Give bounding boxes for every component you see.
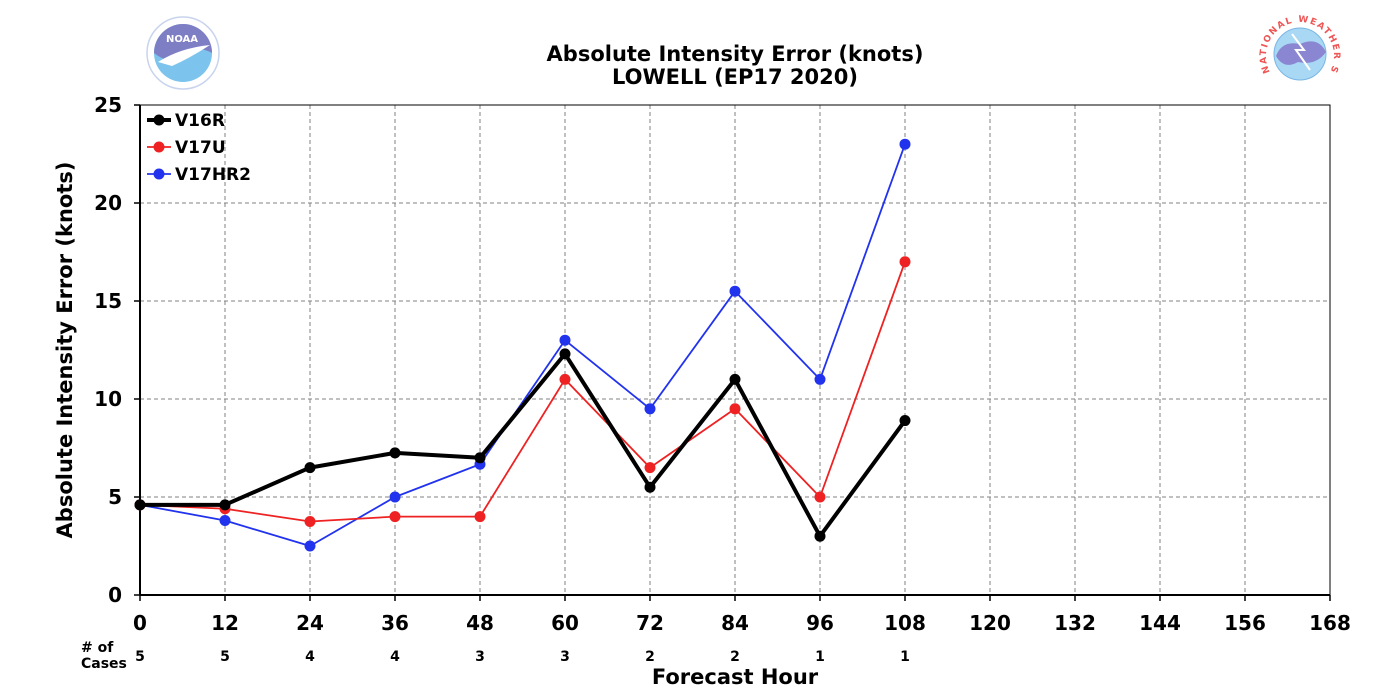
- y-tick-label: 20: [94, 191, 122, 215]
- series-line-v17u: [139, 261, 906, 523]
- y-tick-label: 25: [94, 93, 122, 117]
- data-point-v16r: [304, 462, 316, 474]
- x-tick-label: 108: [884, 611, 926, 635]
- data-point-v17hr2: [389, 491, 401, 503]
- data-point-v16r: [219, 499, 231, 511]
- data-point-v16r: [559, 348, 571, 360]
- x-tick-label: 0: [133, 611, 147, 635]
- data-point-v17hr2: [219, 515, 231, 527]
- y-axis-label: Absolute Intensity Error (knots): [53, 162, 77, 539]
- x-tick-label: 156: [1224, 611, 1266, 635]
- data-point-v17u: [729, 403, 741, 415]
- y-tick-label: 0: [108, 583, 122, 607]
- data-point-v16r: [134, 499, 146, 511]
- data-point-v17u: [559, 373, 571, 385]
- case-count-label: 5: [220, 649, 230, 665]
- data-point-v16r: [389, 447, 401, 459]
- case-count-label: 4: [305, 649, 315, 665]
- data-point-v17hr2: [644, 403, 656, 415]
- case-count-label: 5: [135, 649, 145, 665]
- legend-marker-v17u: [153, 141, 165, 153]
- legend-label-v17u: V17U: [175, 138, 226, 158]
- legend-label-v17hr2: V17HR2: [175, 165, 251, 185]
- y-tick-label: 5: [108, 485, 122, 509]
- data-point-v17u: [814, 491, 826, 503]
- x-tick-label: 24: [296, 611, 324, 635]
- data-point-v17u: [474, 511, 486, 523]
- case-count-label: 3: [560, 649, 570, 665]
- x-tick-label: 132: [1054, 611, 1096, 635]
- x-tick-label: 72: [636, 611, 664, 635]
- data-point-v16r: [899, 415, 911, 427]
- case-count-label: 1: [900, 649, 910, 665]
- data-point-v17hr2: [304, 540, 316, 552]
- x-tick-label: 60: [551, 611, 579, 635]
- x-tick-label: 96: [806, 611, 834, 635]
- x-tick-label: 144: [1139, 611, 1181, 635]
- cases-label: # of Cases: [81, 640, 127, 672]
- noaa-logo-icon: NOAA: [146, 16, 220, 90]
- data-point-v17hr2: [814, 373, 826, 385]
- cases-label-line-1: # of: [81, 640, 114, 656]
- series-line-v16r: [140, 351, 907, 539]
- data-point-v16r: [729, 373, 741, 385]
- data-point-v17hr2: [899, 138, 911, 150]
- data-point-v17u: [389, 511, 401, 523]
- data-point-v16r: [814, 530, 826, 542]
- data-point-v17u: [899, 256, 911, 268]
- noaa-logo-text: NOAA: [166, 34, 198, 45]
- case-count-label: 1: [815, 649, 825, 665]
- case-count-label: 4: [390, 649, 400, 665]
- x-tick-label: 168: [1309, 611, 1351, 635]
- y-tick-label: 15: [94, 289, 122, 313]
- series-line-v17hr2: [139, 143, 906, 547]
- cases-label-line-2: Cases: [81, 656, 127, 672]
- x-axis-label: Forecast Hour: [652, 665, 819, 689]
- x-tick-label: 36: [381, 611, 409, 635]
- case-count-label: 2: [730, 649, 740, 665]
- case-count-label: 2: [645, 649, 655, 665]
- x-tick-label: 12: [211, 611, 239, 635]
- data-point-v17hr2: [729, 285, 741, 297]
- legend-label-v16r: V16R: [175, 111, 225, 131]
- legend-marker-v17hr2: [153, 168, 165, 180]
- y-tick-label: 10: [94, 387, 122, 411]
- chart-subtitle: LOWELL (EP17 2020): [612, 65, 858, 89]
- data-point-v16r: [644, 481, 656, 493]
- x-tick-label: 48: [466, 611, 494, 635]
- data-point-v16r: [474, 452, 486, 464]
- case-count-label: 3: [475, 649, 485, 665]
- legend-marker-v16r: [153, 114, 165, 126]
- data-point-v17u: [304, 516, 316, 527]
- data-point-v17hr2: [559, 334, 571, 346]
- data-point-v17u: [644, 462, 656, 474]
- plot-area: 0 12 24 36 48 60 72 84 96 108 120 132 144 156 16805101…: [94, 93, 1351, 665]
- chart-title: Absolute Intensity Error (knots): [547, 42, 924, 66]
- x-tick-label: 84: [721, 611, 749, 635]
- x-tick-label: 120: [969, 611, 1011, 635]
